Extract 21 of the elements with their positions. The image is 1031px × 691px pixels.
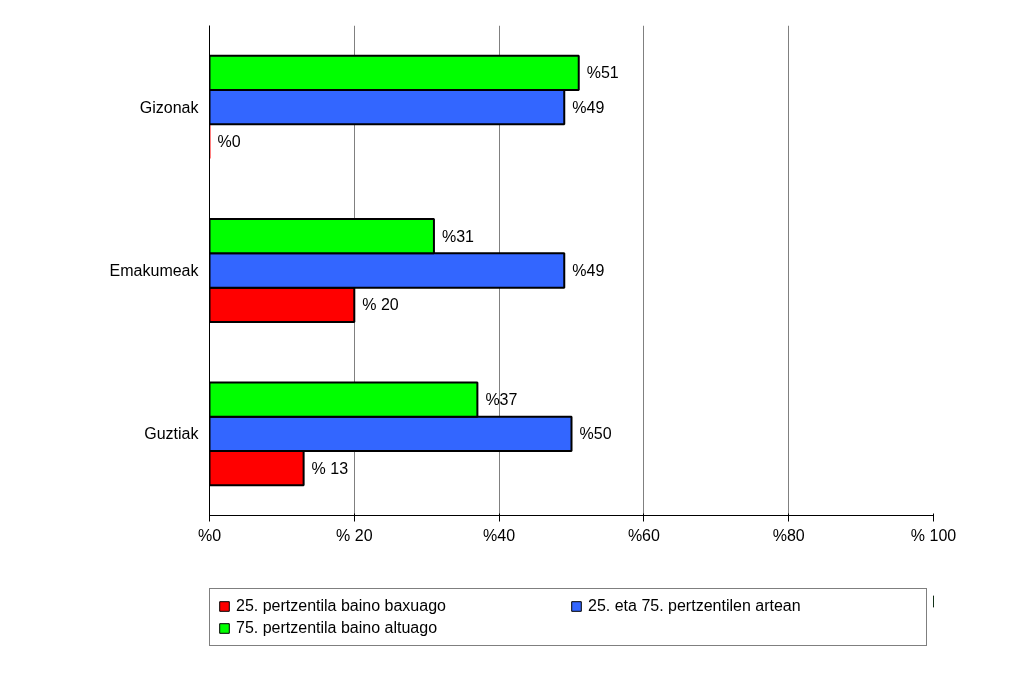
data-label: %51 (586, 64, 619, 82)
data-label: %0 (217, 132, 241, 150)
data-label: % 13 (311, 459, 349, 477)
legend-label: 75. pertzentila baino altuago (236, 619, 439, 637)
x-tick-label: % 20 (336, 526, 373, 544)
x-tick-label: %0 (197, 526, 222, 544)
x-tick-label: %80 (772, 526, 805, 544)
data-label: %37 (485, 391, 518, 409)
data-label: %49 (572, 262, 605, 279)
y-tick-label: Emakumeak (109, 262, 200, 279)
x-tick-label: %60 (627, 526, 661, 544)
data-label: % 20 (362, 296, 399, 314)
legend-label: 25. pertzentila baino baxuago (236, 597, 447, 615)
data-label: %49 (572, 98, 605, 116)
legend-label: 25. eta 75. pertzentilen artean (588, 597, 802, 615)
data-label: %50 (579, 425, 612, 443)
x-tick-label: % 100 (910, 526, 957, 544)
y-tick-label: Gizonak (139, 98, 200, 116)
x-tick-label: %40 (483, 526, 516, 544)
y-tick-label: Guztiak (144, 425, 200, 443)
data-label: %31 (441, 227, 475, 245)
